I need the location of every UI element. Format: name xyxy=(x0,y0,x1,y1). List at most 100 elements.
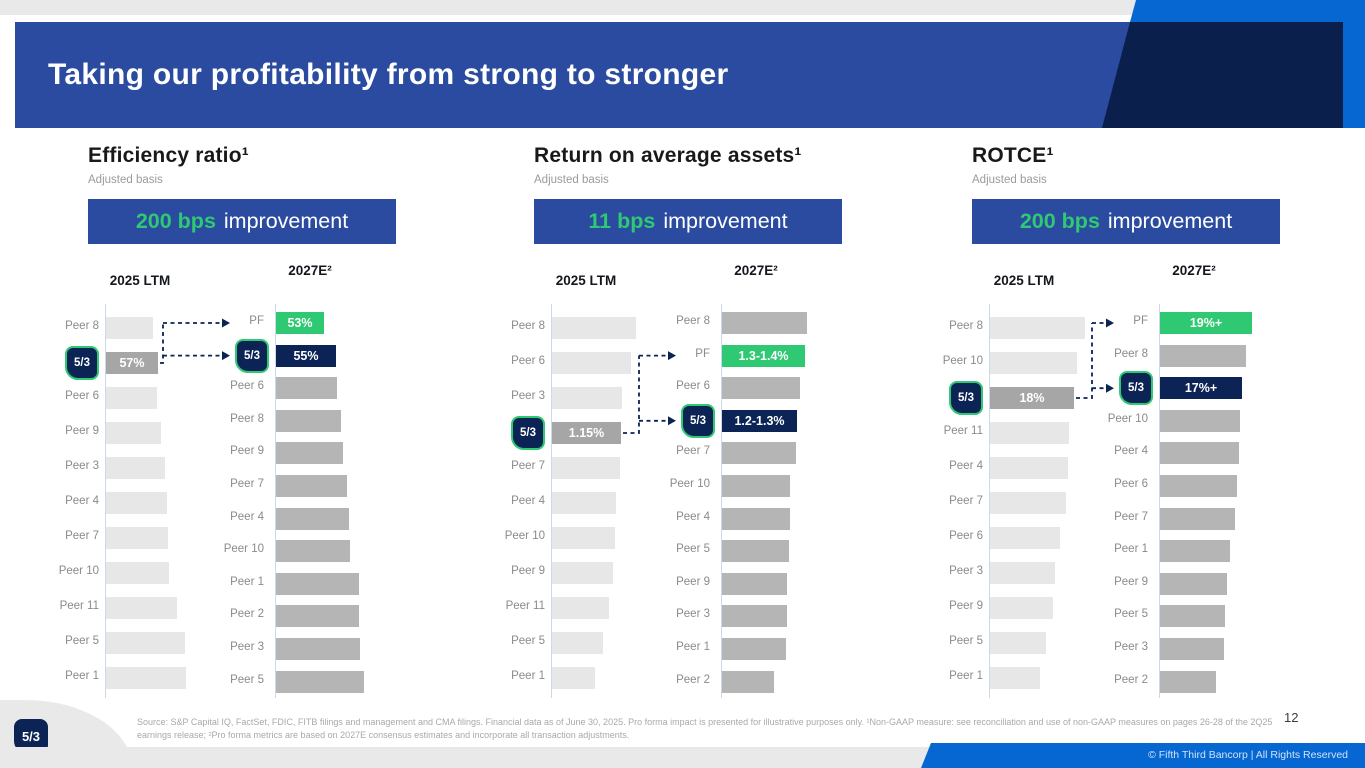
bar-label: Peer 3 xyxy=(65,460,99,472)
bar-label: Peer 9 xyxy=(676,575,710,588)
bar xyxy=(552,527,615,549)
bar xyxy=(990,457,1068,479)
bar: 18% xyxy=(990,387,1074,409)
bar xyxy=(552,317,636,339)
bar xyxy=(106,422,161,444)
bar xyxy=(722,540,789,563)
chart-subtitle: Adjusted basis xyxy=(972,174,1047,186)
bar-label: Peer 7 xyxy=(511,460,545,472)
accent-navy-shape xyxy=(1102,22,1343,128)
banner-highlight: 11 bps xyxy=(588,209,656,233)
bar: 57% xyxy=(106,352,158,374)
banner-text: improvement xyxy=(663,209,788,233)
bar-label: Peer 7 xyxy=(65,530,99,542)
bar-label: Peer 5 xyxy=(676,543,710,556)
bar: 55% xyxy=(276,344,336,367)
bar xyxy=(722,377,800,400)
bar xyxy=(276,475,347,497)
bar: 53% xyxy=(276,312,324,334)
bar xyxy=(990,422,1069,444)
bar-label: Peer 6 xyxy=(230,380,264,393)
improvement-banner: 11 bps improvement xyxy=(534,199,842,244)
bar xyxy=(990,667,1040,689)
bar-label: PF xyxy=(1133,315,1148,327)
bar: 17%+ xyxy=(1160,377,1242,400)
bar xyxy=(722,312,807,334)
bar-label: Peer 5 xyxy=(949,635,983,647)
bar-label: Peer 11 xyxy=(943,425,983,437)
bar-label: Peer 4 xyxy=(949,460,983,472)
bar-label: Peer 5 xyxy=(65,635,99,647)
axis-line-right xyxy=(1159,304,1160,698)
bar-label: Peer 8 xyxy=(949,320,983,332)
axis-line-left xyxy=(989,304,990,698)
banner-highlight: 200 bps xyxy=(135,209,216,233)
bar xyxy=(990,492,1066,514)
bar-label: Peer 9 xyxy=(65,425,99,437)
bar-label: Peer 6 xyxy=(65,390,99,402)
bar-value-label: 55% xyxy=(293,348,319,363)
bar-label: Peer 4 xyxy=(230,510,264,523)
bar-label: Peer 4 xyxy=(676,510,710,523)
chart-subtitle: Adjusted basis xyxy=(534,174,609,186)
column-header-2027e: 2027E² xyxy=(1172,263,1216,278)
bar-label: Peer 10 xyxy=(942,355,983,367)
bar: 1.2-1.3% xyxy=(722,409,797,432)
bar-label: Peer 9 xyxy=(949,600,983,612)
chart-title: ROTCE¹ xyxy=(972,144,1054,167)
bar-label: Peer 9 xyxy=(1114,575,1148,588)
bar xyxy=(1160,475,1237,497)
bar xyxy=(552,562,613,584)
fitb-badge: 5/3 xyxy=(1119,371,1153,406)
fitb-badge: 5/3 xyxy=(235,338,269,373)
bar-label: Peer 10 xyxy=(1107,412,1148,425)
bar xyxy=(722,572,787,595)
bar xyxy=(1160,540,1230,563)
chart-subtitle: Adjusted basis xyxy=(88,174,163,186)
bar xyxy=(106,387,157,409)
column-header-2027e: 2027E² xyxy=(288,263,332,278)
fitb-badge: 5/3 xyxy=(511,416,545,450)
bar xyxy=(276,572,359,595)
bar xyxy=(106,667,186,689)
banner-text: improvement xyxy=(223,209,349,233)
bar-label: Peer 8 xyxy=(65,320,99,332)
bar xyxy=(1160,638,1224,660)
top-strip xyxy=(0,0,1365,15)
bar: 1.15% xyxy=(552,422,621,444)
bar-value-label: 1.2-1.3% xyxy=(734,413,785,428)
bar xyxy=(722,638,786,660)
bar-label: Peer 2 xyxy=(230,608,264,621)
bar-label: Peer 1 xyxy=(65,670,99,682)
bar-value-label: 53% xyxy=(287,316,313,330)
bar-label: Peer 6 xyxy=(676,380,710,393)
column-header-2025-ltm: 2025 LTM xyxy=(993,273,1055,288)
banner-text: improvement xyxy=(1107,209,1233,233)
bar xyxy=(552,632,603,654)
bar-label: Peer 8 xyxy=(230,412,264,425)
bar-label: Peer 9 xyxy=(511,565,545,577)
bar-value-label: 1.15% xyxy=(568,426,605,440)
chart-title: Return on average assets¹ xyxy=(534,144,802,167)
column-header-2025-ltm: 2025 LTM xyxy=(109,273,171,288)
bar-label: Peer 7 xyxy=(949,495,983,507)
bar xyxy=(552,597,609,619)
bar xyxy=(990,562,1055,584)
bar-label: Peer 11 xyxy=(59,600,99,612)
bar xyxy=(106,562,169,584)
bar xyxy=(722,605,787,628)
chart-group-1: Efficiency ratio¹ Adjusted basis 200 bps im… xyxy=(40,140,480,715)
bar-label: Peer 5 xyxy=(1114,608,1148,621)
bar xyxy=(276,540,350,563)
bar xyxy=(106,457,165,479)
fitb-badge: 5/3 xyxy=(681,403,715,438)
column-header-2025-ltm: 2025 LTM xyxy=(555,273,617,288)
bar xyxy=(552,352,631,374)
improvement-banner: 200 bps improvement xyxy=(88,199,396,244)
improvement-banner: 200 bps improvement xyxy=(972,199,1280,244)
bar xyxy=(276,377,337,400)
bar-label: Peer 10 xyxy=(669,478,710,490)
bar xyxy=(1160,670,1216,693)
bar xyxy=(552,492,616,514)
bar xyxy=(552,457,620,479)
